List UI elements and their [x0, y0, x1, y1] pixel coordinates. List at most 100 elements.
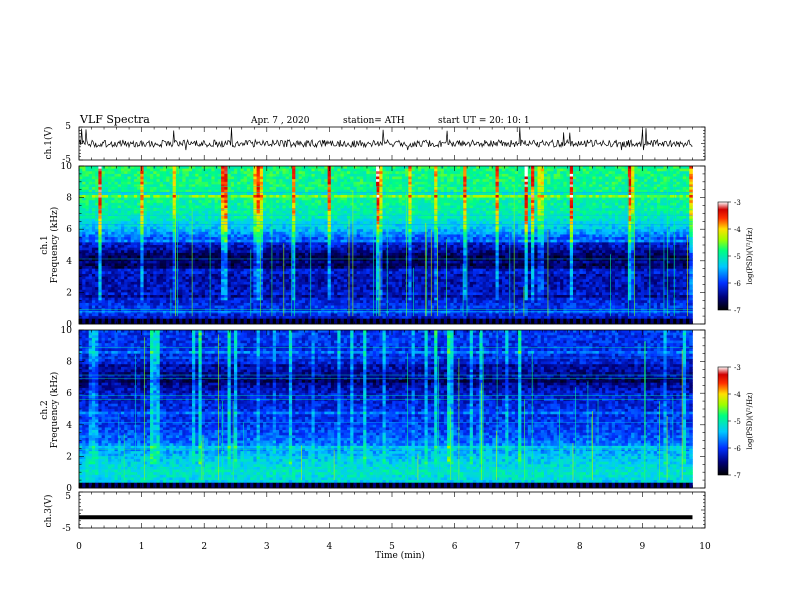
spectrogram-cell: [537, 181, 542, 185]
spectrogram-cell: [130, 171, 135, 175]
spectrogram-cell: [608, 210, 613, 214]
spectrogram-cell: [579, 221, 584, 225]
spectrogram-cell: [524, 192, 529, 196]
spectrogram-cell: [495, 179, 500, 183]
spectrogram-cell: [608, 218, 613, 222]
spectrogram-cell: [472, 216, 477, 220]
spectrogram-cell: [366, 213, 370, 217]
spectrogram-cell: [673, 210, 677, 214]
spectrogram-cell: [660, 166, 664, 169]
spectrogram-cell: [324, 226, 328, 230]
spectrogram-cell: [314, 208, 319, 212]
spectrogram-cell: [259, 213, 264, 217]
spectrogram-cell: [460, 216, 464, 220]
spectrogram-cell: [288, 223, 293, 227]
spectrogram-cell: [308, 166, 312, 169]
spectrogram-cell: [188, 173, 193, 177]
spectrogram-cell: [676, 202, 680, 206]
spectrogram-cell: [311, 231, 316, 235]
spectrogram-cell: [560, 208, 564, 212]
spectrogram-cell: [211, 187, 215, 191]
spectrogram-cell: [563, 181, 567, 185]
spectrogram-cell: [602, 202, 606, 206]
spectrogram-cell: [534, 173, 538, 177]
spectrogram-cell: [518, 216, 522, 220]
spectrogram-cell: [334, 213, 338, 217]
spectrogram-cell: [650, 189, 655, 193]
spectrogram-cell: [250, 189, 254, 193]
spectrogram-cell: [192, 173, 196, 177]
spectrogram-cell: [598, 216, 603, 220]
spectrogram-cell: [363, 189, 367, 193]
spectrogram-cell: [411, 173, 416, 177]
spectrogram-cell: [237, 226, 241, 230]
spectrogram-cell: [243, 181, 248, 185]
spectrogram-cell: [463, 223, 467, 227]
spectrogram-cell: [279, 173, 283, 177]
spectrogram-cell: [466, 226, 471, 230]
spectrogram-cell: [217, 192, 222, 196]
spectrogram-cell: [653, 205, 658, 209]
spectrogram-cell: [401, 208, 406, 212]
spectrogram-cell: [495, 168, 500, 172]
spectrogram-cell: [508, 218, 513, 222]
spectrogram-cell: [288, 202, 293, 206]
spectrogram-cell: [91, 184, 96, 188]
spectrogram-cell: [521, 181, 525, 185]
spectrogram-cell: [379, 192, 383, 196]
spectrogram-cell: [437, 189, 441, 193]
spectrogram-cell: [214, 213, 219, 217]
spectrogram-cell: [388, 179, 393, 183]
spectrogram-cell: [198, 194, 203, 198]
spectrogram-cell: [485, 200, 490, 204]
spectrogram-cell: [282, 171, 286, 175]
spectrogram-cell: [398, 181, 403, 185]
spectrogram-cell: [288, 166, 293, 169]
spectrogram-cell: [637, 187, 642, 191]
spectrogram-cell: [172, 171, 177, 175]
spectrogram-cell: [573, 213, 577, 217]
spectrogram-cell: [227, 181, 232, 185]
spectrogram-cell: [243, 189, 248, 193]
spectrogram-cell: [314, 226, 319, 230]
spectrogram-cell: [182, 205, 186, 209]
spectrogram-cell: [285, 168, 290, 172]
spectrogram-cell: [188, 179, 193, 183]
spectrogram-cell: [343, 216, 348, 220]
spectrogram-cell: [179, 168, 183, 172]
spectrogram-cell: [227, 205, 232, 209]
spectrogram-cell: [550, 181, 554, 185]
spectrogram-cell: [408, 210, 412, 214]
spectrogram-cell: [172, 184, 177, 188]
spectrogram-cell: [130, 231, 135, 235]
spectrogram-cell: [356, 187, 361, 191]
spectrogram-cell: [673, 168, 677, 172]
spectrogram-cell: [631, 216, 635, 220]
spectrogram-cell: [518, 229, 522, 233]
spectrogram-cell: [576, 213, 580, 217]
spectrogram-cell: [686, 168, 690, 172]
spectrogram-cell: [108, 218, 112, 222]
spectrogram-cell: [343, 179, 348, 183]
spectrogram-cell: [547, 218, 551, 222]
spectrogram-cell: [686, 187, 690, 191]
spectrogram-cell: [366, 184, 370, 188]
spectrogram-cell: [376, 179, 380, 183]
spectrogram-cell: [676, 194, 680, 198]
spectrogram-cell: [343, 221, 348, 225]
spectrogram-cell: [556, 226, 561, 230]
spectrogram-cell: [188, 229, 193, 233]
spectrogram-cell: [301, 168, 306, 172]
spectrogram-cell: [573, 210, 577, 214]
spectrogram-cell: [401, 226, 406, 230]
spectrogram-cell: [79, 218, 83, 222]
spectrogram-cell: [82, 194, 86, 198]
spectrogram-cell: [321, 187, 325, 191]
spectrogram-cell: [424, 179, 429, 183]
spectrogram-cell: [660, 189, 664, 193]
spectrogram-cell: [682, 223, 687, 227]
spectrogram-cell: [408, 179, 412, 183]
spectrogram-cell: [543, 208, 548, 212]
spectrogram-cell: [321, 181, 325, 185]
spectrogram-cell: [130, 200, 135, 204]
